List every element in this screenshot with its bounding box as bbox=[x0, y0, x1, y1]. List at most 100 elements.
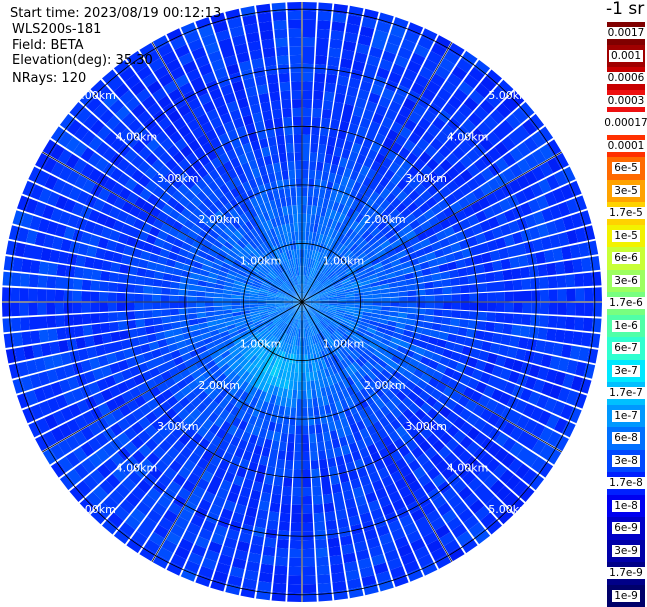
beta-cell-group bbox=[174, 157, 447, 434]
ring-label: 4.00km bbox=[447, 130, 489, 143]
colorbar-label: 0.0003 bbox=[605, 94, 647, 107]
instrument-id: WLS200s-181 bbox=[12, 22, 102, 37]
colorbar-cell: 1.7e-5 bbox=[607, 202, 645, 225]
beta-cell-group bbox=[280, 351, 294, 363]
beta-cell-group bbox=[92, 334, 104, 346]
colorbar-label: 1e-7 bbox=[612, 409, 640, 422]
colorbar-cell: 1e-9 bbox=[607, 584, 645, 607]
azimuth-spoke bbox=[301, 301, 563, 453]
colorbar-label: 1.7e-7 bbox=[607, 387, 645, 400]
ring-label: 1.00km bbox=[240, 255, 282, 268]
beta-cell-group bbox=[246, 361, 267, 374]
beta-cell-group bbox=[174, 182, 437, 439]
ring-label: 4.00km bbox=[447, 462, 489, 475]
field-name: Field: BETA bbox=[12, 38, 84, 53]
beta-cell-group bbox=[266, 374, 274, 385]
beta-cell-group bbox=[471, 127, 486, 142]
colorbar-cell: 6e-7 bbox=[607, 337, 645, 360]
beta-cell-group bbox=[262, 293, 318, 355]
colorbar-label: 1.7e-5 bbox=[607, 207, 645, 220]
ring-label: 2.00km bbox=[364, 379, 406, 392]
colorbar-cell: 3e-6 bbox=[607, 269, 645, 292]
colorbar-label: 6e-9 bbox=[612, 522, 640, 535]
ring-label: 2.00km bbox=[198, 213, 240, 226]
colorbar-label: 0.0001 bbox=[605, 139, 647, 152]
beta-cell-group bbox=[42, 8, 574, 593]
beta-cell-group bbox=[276, 359, 283, 370]
colorbar-cell: 6e-6 bbox=[607, 247, 645, 270]
colorbar-cell: 0.001 bbox=[607, 44, 645, 67]
beta-cell-group bbox=[17, 19, 594, 599]
azimuth-spoke bbox=[301, 41, 453, 303]
colorbar-cell: 6e-9 bbox=[607, 517, 645, 540]
azimuth-spoke bbox=[151, 41, 303, 303]
colorbar-cell: 3e-9 bbox=[607, 539, 645, 562]
ring-label: 1.00km bbox=[323, 255, 365, 268]
azimuth-spoke bbox=[301, 151, 563, 303]
colorbar-cell: 3e-5 bbox=[607, 179, 645, 202]
ring-label: 5.00km bbox=[74, 503, 116, 516]
beta-cell-group bbox=[172, 179, 426, 423]
colorbar-label: 1.7e-8 bbox=[607, 477, 645, 490]
colorbar-cell: 0.0017 bbox=[605, 22, 647, 45]
beta-cell-group bbox=[35, 32, 573, 602]
colorbar-label: 6e-7 bbox=[612, 342, 640, 355]
beta-cell-group bbox=[254, 337, 265, 357]
colorbar-label: 6e-5 bbox=[612, 162, 640, 175]
range-labels: 1.00km 1.00km 1.00km 1.00km 2.00km 2.00km 2.00… bbox=[74, 89, 530, 516]
beta-cell-group bbox=[269, 366, 277, 376]
colorbar-cell: 1e-5 bbox=[607, 224, 645, 247]
beta-cell-group bbox=[270, 376, 278, 386]
ppi-scan-plot: 1.00km 1.00km 1.00km 1.00km 2.00km 2.00km 2.00… bbox=[2, 2, 603, 602]
ring-label: 5.00km bbox=[74, 89, 116, 102]
colorbar-cell: 3e-8 bbox=[607, 449, 645, 472]
azimuth-spoke bbox=[151, 301, 303, 563]
nrays: NRays: 120 bbox=[12, 71, 87, 86]
colorbar-label: 3e-8 bbox=[612, 454, 640, 467]
colorbar-cell: 6e-5 bbox=[607, 157, 645, 180]
beta-cell-group bbox=[10, 42, 588, 602]
colorbar-label: 0.0006 bbox=[605, 72, 647, 85]
ring-label: 2.00km bbox=[364, 213, 406, 226]
ring-label: 1.00km bbox=[323, 337, 365, 350]
beta-cell-group bbox=[44, 30, 574, 554]
colorbar-cell: 1.7e-6 bbox=[607, 292, 645, 315]
polar-grid bbox=[2, 2, 602, 602]
azimuth-spoke bbox=[41, 301, 303, 453]
beta-cell-group bbox=[262, 363, 280, 378]
colorbar-cell: 0.0003 bbox=[605, 89, 647, 112]
beta-cell-group bbox=[246, 352, 302, 383]
azimuth-spoke bbox=[41, 151, 303, 303]
colorbar-label: 1.7e-9 bbox=[607, 567, 645, 580]
colorbar-cell: 1e-6 bbox=[607, 314, 645, 337]
colorbar-cell: 0.00017 bbox=[602, 112, 647, 135]
colorbar-cell: 1e-7 bbox=[607, 404, 645, 427]
beta-cell-group bbox=[243, 361, 294, 390]
beta-cell-group bbox=[273, 358, 280, 368]
beta-cell-group bbox=[277, 369, 293, 399]
colorbar-label: 1e-6 bbox=[612, 319, 640, 332]
colorbar-cell: 1e-8 bbox=[607, 494, 645, 517]
beta-cell-group bbox=[230, 276, 337, 395]
beta-cell-group bbox=[40, 21, 567, 583]
beta-cell-group bbox=[23, 11, 582, 587]
ring-label: 5.00km bbox=[488, 503, 530, 516]
beta-cell-group bbox=[236, 283, 337, 365]
colorbar-label: 3e-6 bbox=[612, 274, 640, 287]
beta-cell-group bbox=[168, 88, 183, 102]
beta-cell-group bbox=[223, 224, 379, 363]
beta-cell-group bbox=[275, 340, 291, 381]
colorbar-cell: 6e-8 bbox=[607, 427, 645, 450]
ring-label: 1.00km bbox=[240, 337, 282, 350]
beta-cell-group bbox=[34, 21, 562, 546]
colorbar-label: 3e-5 bbox=[612, 184, 640, 197]
colorbar-label: 3e-9 bbox=[612, 544, 640, 557]
beta-cells bbox=[2, 2, 603, 602]
azimuth-spoke bbox=[301, 301, 453, 563]
elevation: Elevation(deg): 35.30 bbox=[12, 53, 153, 68]
beta-cell-group bbox=[2, 14, 593, 594]
beta-cell-group bbox=[268, 346, 293, 372]
ring-label: 2.00km bbox=[198, 379, 240, 392]
colorbar-label: 3e-7 bbox=[612, 364, 640, 377]
beta-cell-group bbox=[283, 361, 289, 371]
